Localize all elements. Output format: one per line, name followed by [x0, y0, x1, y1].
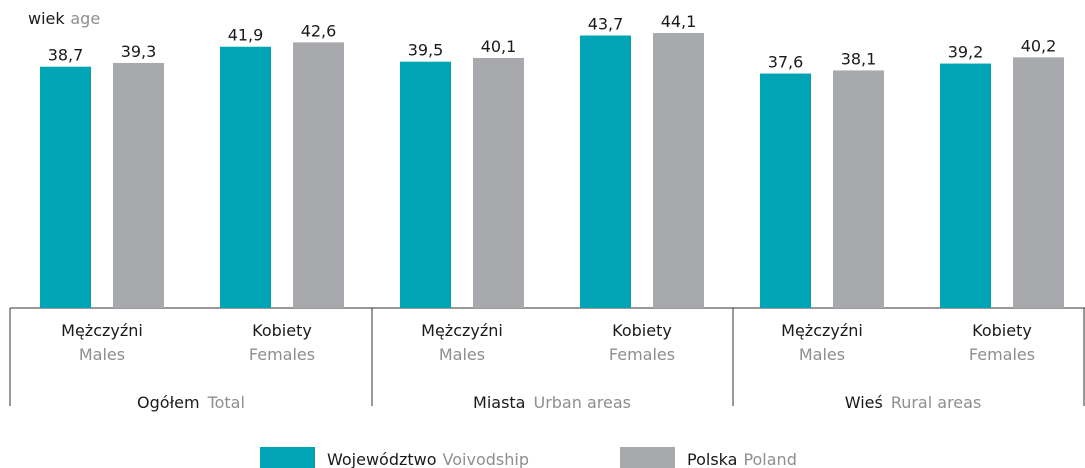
y-axis-label: wiek age [28, 9, 100, 28]
x-tick-label: Mężczyźni [61, 321, 143, 340]
bar [113, 62, 164, 309]
x-tick-label: Mężczyźni [781, 321, 863, 340]
group-label-pl: Miasta [473, 393, 525, 412]
group-label-pl: Ogółem [137, 393, 200, 412]
value-label: 38,7 [48, 46, 84, 65]
value-label: 41,9 [228, 26, 264, 45]
value-label: 39,5 [408, 41, 444, 60]
legend-name: Polska [687, 450, 737, 468]
group-label-pl: Wieś [845, 393, 883, 412]
y-label-en: age [70, 9, 100, 28]
value-label: 38,1 [841, 49, 877, 68]
x-tick-label: Mężczyźni [421, 321, 503, 340]
bar [833, 70, 884, 308]
group-label: Wieś Rural areas [845, 393, 982, 412]
group-label: Miasta Urban areas [473, 393, 631, 412]
y-label-pl: wiek [28, 9, 65, 28]
value-label: 39,3 [121, 42, 157, 61]
legend-swatch [260, 447, 315, 468]
legend-swatch [620, 447, 675, 468]
x-tick-label-en: Males [439, 345, 485, 364]
value-label: 37,6 [768, 53, 804, 72]
x-tick-label-en: Females [969, 345, 1035, 364]
group-label-en: Urban areas [533, 393, 631, 412]
bar [1013, 57, 1064, 309]
bar [473, 57, 524, 308]
x-tick-label: Kobiety [252, 321, 312, 340]
bar [653, 33, 704, 308]
x-tick-label-en: Males [799, 345, 845, 364]
legend-label: Polska Poland [687, 450, 797, 468]
bar [40, 66, 91, 308]
legend-name-en: Voivodship [443, 450, 529, 468]
group-label-en: Total [207, 393, 245, 412]
bar [293, 42, 344, 309]
x-tick-label-en: Males [79, 345, 125, 364]
bar [220, 46, 271, 308]
value-label: 44,1 [661, 12, 697, 31]
legend-name: Województwo [327, 450, 437, 468]
value-label: 40,1 [481, 37, 517, 56]
bar [580, 35, 631, 308]
group-label-en: Rural areas [891, 393, 981, 412]
bar [400, 61, 451, 308]
value-label: 39,2 [948, 43, 984, 62]
value-label: 43,7 [588, 15, 624, 34]
legend-label: Województwo Voivodship [327, 450, 529, 468]
group-label: Ogółem Total [137, 393, 245, 412]
value-label: 40,2 [1021, 36, 1057, 55]
x-tick-label: Kobiety [972, 321, 1032, 340]
bar [760, 73, 811, 308]
x-tick-label: Kobiety [612, 321, 672, 340]
x-tick-label-en: Females [249, 345, 315, 364]
value-label: 42,6 [301, 21, 337, 40]
bar [940, 63, 991, 308]
x-tick-label-en: Females [609, 345, 675, 364]
legend-name-en: Poland [743, 450, 796, 468]
